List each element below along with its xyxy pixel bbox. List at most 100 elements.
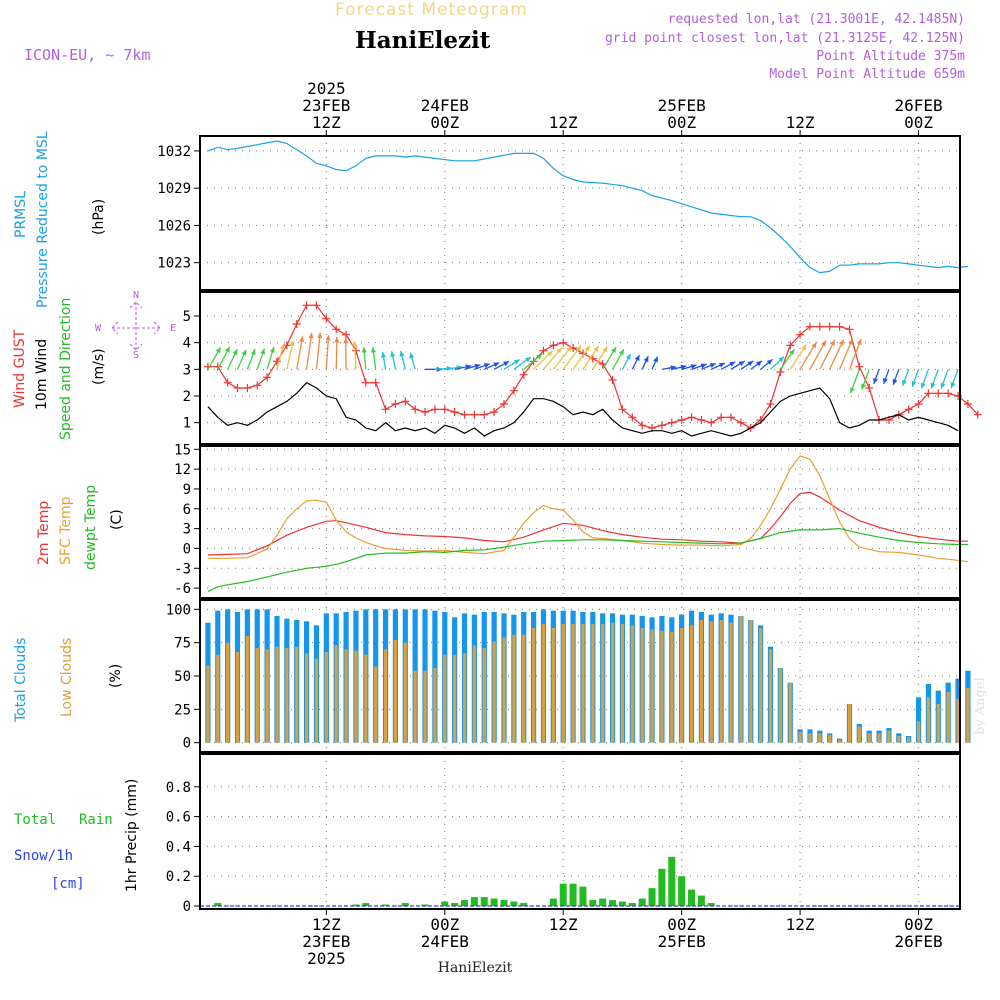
- temp-labels: 2m Temp SFC Temp dewpt Temp (C): [36, 485, 125, 570]
- low-cloud-bar: [551, 628, 555, 743]
- wind-ytick-label: 5: [183, 309, 191, 325]
- precip-bar: [628, 903, 636, 907]
- wind-arrowhead: [766, 359, 773, 365]
- gust-marker: [549, 341, 558, 350]
- model-altitude: Model Point Altitude 659m: [769, 67, 965, 82]
- gust-marker: [450, 408, 459, 416]
- wind-arrowhead: [224, 346, 230, 353]
- precip-bar: [441, 901, 449, 907]
- gust-marker: [292, 320, 301, 328]
- wind-arrowhead: [343, 337, 349, 344]
- gust-marker: [253, 381, 262, 390]
- low-cloud-bar: [926, 697, 931, 743]
- compass-w: W: [95, 323, 102, 334]
- temperature-frame: [199, 445, 961, 599]
- wind-arrowhead: [839, 339, 844, 346]
- top-time-label: 00Z: [430, 113, 459, 132]
- precip-bar: [678, 876, 686, 907]
- gust-marker: [736, 418, 745, 427]
- compass-rose: N S W E: [95, 290, 176, 361]
- low-cloud-bar: [630, 625, 634, 743]
- wind-arrowhead: [299, 336, 305, 343]
- low-cloud-bar: [699, 620, 703, 743]
- precip-bar: [500, 900, 508, 907]
- temp-sfc-label: SFC Temp: [58, 496, 74, 565]
- wind-arrow: [315, 332, 321, 370]
- wind-ytick-label: 4: [183, 336, 191, 352]
- wind-labels: Wind GUST 10m Wind Speed and Direction (…: [12, 290, 176, 440]
- precip-bar: [648, 888, 656, 907]
- wind-arrow: [325, 334, 330, 370]
- low-cloud-bar: [936, 704, 940, 743]
- gust-marker: [914, 400, 923, 408]
- location-title: HaniElezit: [355, 27, 491, 54]
- wind-ytick-label: 2: [183, 389, 191, 405]
- gust-marker: [470, 410, 479, 419]
- low-cloud-bar: [877, 733, 881, 743]
- pressure-ytick-label: 1032: [157, 144, 191, 160]
- low-cloud-bar: [759, 628, 763, 743]
- wind-ytick-label: 3: [183, 362, 191, 378]
- low-cloud-bar: [393, 640, 398, 743]
- wind-arrowhead: [653, 356, 658, 363]
- precip-bar: [707, 903, 715, 907]
- wind-arrowhead: [856, 338, 862, 345]
- clouds-unit: (%): [108, 664, 124, 688]
- pressure-label-prmsl: PRMSL: [13, 191, 29, 238]
- bottom-time-label: 23FEB: [302, 932, 350, 951]
- gust-marker: [480, 410, 489, 419]
- low-cloud-bar: [334, 645, 338, 743]
- gust-marker: [332, 325, 341, 334]
- low-cloud-bar: [482, 648, 486, 743]
- wind-arrow: [296, 336, 304, 370]
- low-cloud-bar: [235, 652, 240, 743]
- wind-arrowhead: [325, 334, 331, 341]
- wind-arrowhead: [618, 349, 624, 356]
- low-cloud-bar: [591, 624, 595, 743]
- wind-series-10m-wind: [207, 381, 959, 437]
- wind-arrowhead: [850, 387, 855, 394]
- wind-arrowhead: [789, 349, 795, 356]
- wind-arrow: [305, 332, 313, 370]
- gust-marker: [509, 386, 518, 395]
- wind-arrowhead: [399, 350, 405, 357]
- low-cloud-bar: [680, 628, 684, 743]
- wind-arrowhead: [902, 379, 907, 386]
- grid-point-coords: grid point closest lon,lat (21.3125E, 42…: [605, 31, 965, 46]
- gust-marker: [904, 405, 913, 414]
- wind-arrowhead: [920, 382, 926, 389]
- precip-total-label: Total: [14, 812, 56, 828]
- bottom-time-label: 12Z: [312, 915, 341, 934]
- gust-marker: [312, 301, 321, 310]
- wind-arrowhead: [409, 352, 415, 359]
- precip-bar: [382, 904, 390, 907]
- low-cloud-bar: [966, 688, 970, 743]
- low-cloud-bar: [768, 649, 773, 743]
- panel-pressure: 1023 1026 1029 1032: [157, 135, 968, 291]
- top-time-label: 24FEB: [421, 96, 469, 115]
- temperature-ytick-label: -3: [174, 561, 191, 577]
- wind-arrowhead: [513, 359, 520, 365]
- wind-arrowhead: [718, 362, 725, 368]
- precip-ytick-label: 0.4: [166, 839, 191, 855]
- point-altitude: Point Altitude 375m: [816, 49, 965, 64]
- gust-marker: [815, 322, 824, 331]
- bottom-time-label: 00Z: [667, 915, 696, 934]
- wind-arrowhead: [250, 349, 256, 356]
- gust-marker: [677, 416, 686, 424]
- wind-arrowhead: [861, 383, 867, 390]
- gust-marker: [213, 362, 222, 371]
- gust-marker: [460, 410, 469, 419]
- pressure-ytick-label: 1023: [157, 256, 191, 272]
- precip-bar: [362, 903, 370, 907]
- gust-marker: [727, 413, 736, 422]
- wind-arrow: [838, 338, 854, 370]
- temp-unit: (C): [109, 509, 125, 530]
- bottom-time-label: 12Z: [549, 915, 578, 934]
- gust-marker: [411, 405, 420, 414]
- pressure-ytick-label: 1026: [157, 218, 191, 234]
- gust-marker: [322, 314, 331, 323]
- panel-clouds: 0 25 50 75 100: [166, 599, 971, 753]
- gust-marker: [223, 378, 232, 387]
